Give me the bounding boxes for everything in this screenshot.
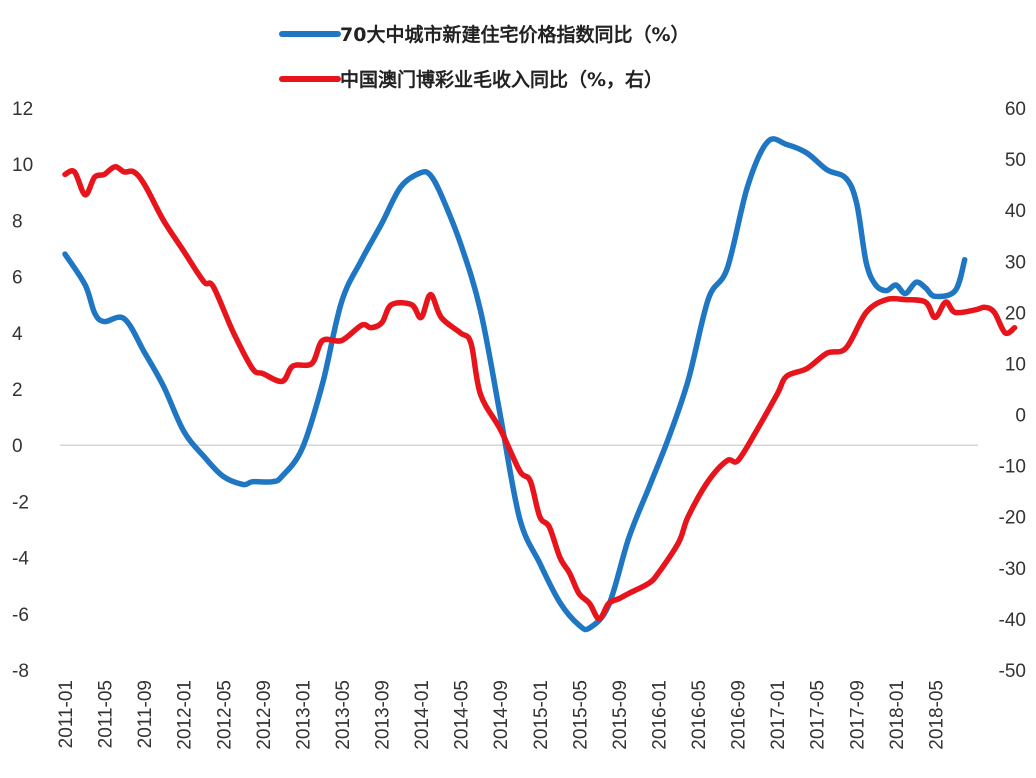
right-axis-tick-label: 30	[1005, 252, 1026, 273]
series-line-housing-price	[62, 136, 968, 633]
left-axis-tick-label: -6	[12, 605, 29, 626]
left-axis-tick-label: 6	[12, 268, 23, 289]
x-axis-tick-label: 2013-09	[373, 680, 394, 750]
left-axis-tick-label: -2	[12, 492, 29, 513]
right-axis-tick-label: -10	[999, 457, 1026, 478]
left-axis-tick-label: 2	[12, 380, 23, 401]
right-axis-tick-label: -20	[999, 508, 1026, 529]
series-line-macau-gaming	[62, 164, 1018, 622]
x-axis-tick-label: 2017-09	[847, 680, 868, 750]
x-axis-tick-label: 2014-05	[452, 680, 473, 750]
x-axis-tick-label: 2012-05	[214, 680, 235, 750]
x-axis-tick-label: 2013-05	[333, 680, 354, 750]
x-axis-tick-label: 2011-09	[135, 680, 156, 748]
left-axis-tick-label: 4	[12, 324, 23, 345]
legend: 70大中城市新建住宅价格指数同比（%） 中国澳门博彩业毛收入同比（%，右）	[279, 23, 689, 91]
x-axis-tick-label: 2016-09	[729, 680, 750, 750]
right-axis-tick-label: 60	[1005, 99, 1026, 120]
series-layer	[62, 136, 1018, 633]
left-axis-tick-label: 12	[12, 99, 33, 120]
right-axis-tick-label: 0	[1015, 406, 1026, 427]
x-axis-tick-label: 2016-05	[689, 680, 710, 750]
x-axis-ticks: 2011-01 2011-05 2011-09 2012-01 2012-05 2012-…	[56, 680, 947, 750]
left-axis-ticks: 12 10 8 6 4 2 0 -2 -4 -6 -8	[12, 99, 33, 682]
left-axis-tick-label: -4	[12, 549, 29, 570]
right-axis-tick-label: 20	[1005, 303, 1026, 324]
legend-label-macau: 中国澳门博彩业毛收入同比（%，右）	[340, 68, 663, 91]
legend-label-housing: 70大中城市新建住宅价格指数同比（%）	[340, 23, 689, 46]
x-axis-tick-label: 2017-05	[808, 680, 829, 750]
x-axis-tick-label: 2015-05	[570, 680, 591, 750]
x-axis-tick-label: 2012-09	[254, 680, 275, 750]
x-axis-tick-label: 2011-01	[56, 680, 77, 748]
left-axis-tick-label: 8	[12, 211, 23, 232]
x-axis-tick-label: 2018-01	[887, 680, 908, 750]
x-axis-tick-label: 2018-05	[926, 680, 947, 750]
x-axis-tick-label: 2016-01	[649, 680, 670, 750]
left-axis-tick-label: -8	[12, 661, 29, 682]
right-axis-tick-label: 10	[1005, 354, 1026, 375]
right-axis-tick-label: -40	[999, 610, 1026, 631]
left-axis-tick-label: 0	[12, 436, 23, 457]
x-axis-tick-label: 2014-09	[491, 680, 512, 750]
right-axis-ticks: 60 50 40 30 20 10 0 -10 -20 -30 -40 -50	[999, 99, 1026, 682]
right-axis-tick-label: -50	[999, 661, 1026, 682]
x-axis-tick-label: 2012-01	[175, 680, 196, 750]
x-axis-tick-label: 2015-01	[531, 680, 552, 750]
x-axis-tick-label: 2014-01	[412, 680, 433, 750]
right-axis-tick-label: -30	[999, 559, 1026, 580]
x-axis-tick-label: 2011-05	[96, 680, 117, 748]
x-axis-tick-label: 2015-09	[610, 680, 631, 750]
right-axis-tick-label: 50	[1005, 150, 1026, 171]
x-axis-tick-label: 2013-01	[293, 680, 314, 750]
left-axis-tick-label: 10	[12, 155, 33, 176]
right-axis-tick-label: 40	[1005, 201, 1026, 222]
x-axis-tick-label: 2017-01	[768, 680, 789, 750]
